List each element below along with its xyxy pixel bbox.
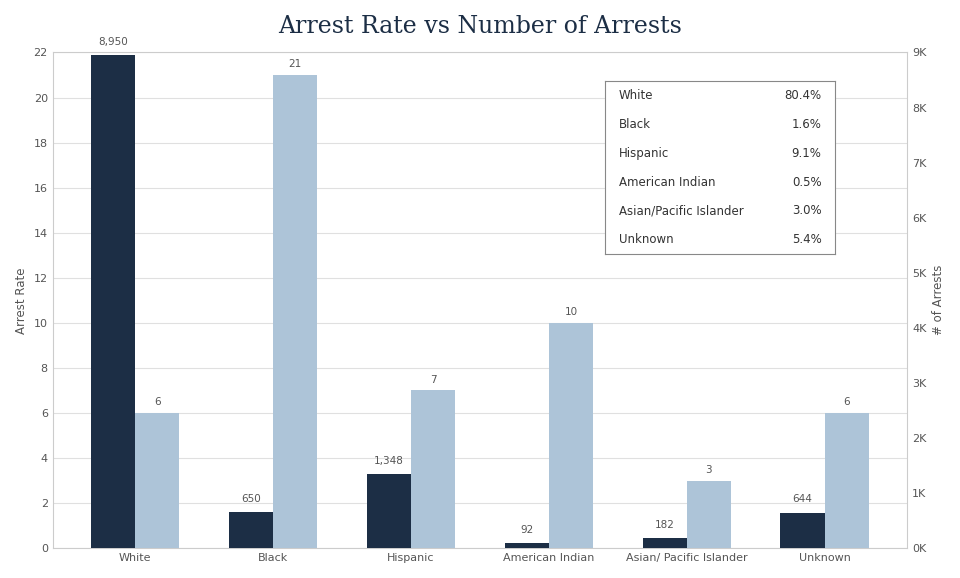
Bar <box>825 413 869 548</box>
Text: 6: 6 <box>155 397 160 407</box>
Bar <box>686 480 731 548</box>
Text: 8,950: 8,950 <box>99 37 129 47</box>
Text: 9.1%: 9.1% <box>791 147 822 160</box>
Bar <box>411 390 455 548</box>
Text: American Indian: American Indian <box>618 176 715 188</box>
Y-axis label: Arrest Rate: Arrest Rate <box>15 267 28 334</box>
Bar <box>229 512 274 548</box>
Bar <box>780 513 825 548</box>
Text: 92: 92 <box>520 525 534 535</box>
Bar <box>642 538 686 548</box>
Text: Unknown: Unknown <box>618 234 673 246</box>
Bar <box>274 75 318 548</box>
Text: 0.5%: 0.5% <box>792 176 822 188</box>
Bar <box>91 55 135 548</box>
Text: 182: 182 <box>655 520 675 530</box>
Text: 3: 3 <box>706 465 712 475</box>
Text: 80.4%: 80.4% <box>784 89 822 102</box>
Text: 650: 650 <box>241 494 261 504</box>
Bar <box>549 323 593 548</box>
Text: 1,348: 1,348 <box>374 455 404 466</box>
Y-axis label: # of Arrests: # of Arrests <box>932 265 945 335</box>
Text: Black: Black <box>618 118 651 131</box>
Title: Arrest Rate vs Number of Arrests: Arrest Rate vs Number of Arrests <box>278 15 682 38</box>
Text: 6: 6 <box>843 397 850 407</box>
Text: White: White <box>618 89 653 102</box>
Text: 21: 21 <box>289 60 301 69</box>
Text: Asian/Pacific Islander: Asian/Pacific Islander <box>618 205 743 217</box>
Bar <box>505 543 549 548</box>
Text: 7: 7 <box>430 375 437 385</box>
Text: 1.6%: 1.6% <box>791 118 822 131</box>
Bar <box>135 413 180 548</box>
Text: 644: 644 <box>793 494 812 505</box>
Text: 5.4%: 5.4% <box>792 234 822 246</box>
Text: Hispanic: Hispanic <box>618 147 669 160</box>
Text: 10: 10 <box>564 307 578 317</box>
Text: 3.0%: 3.0% <box>792 205 822 217</box>
Bar <box>367 474 411 548</box>
